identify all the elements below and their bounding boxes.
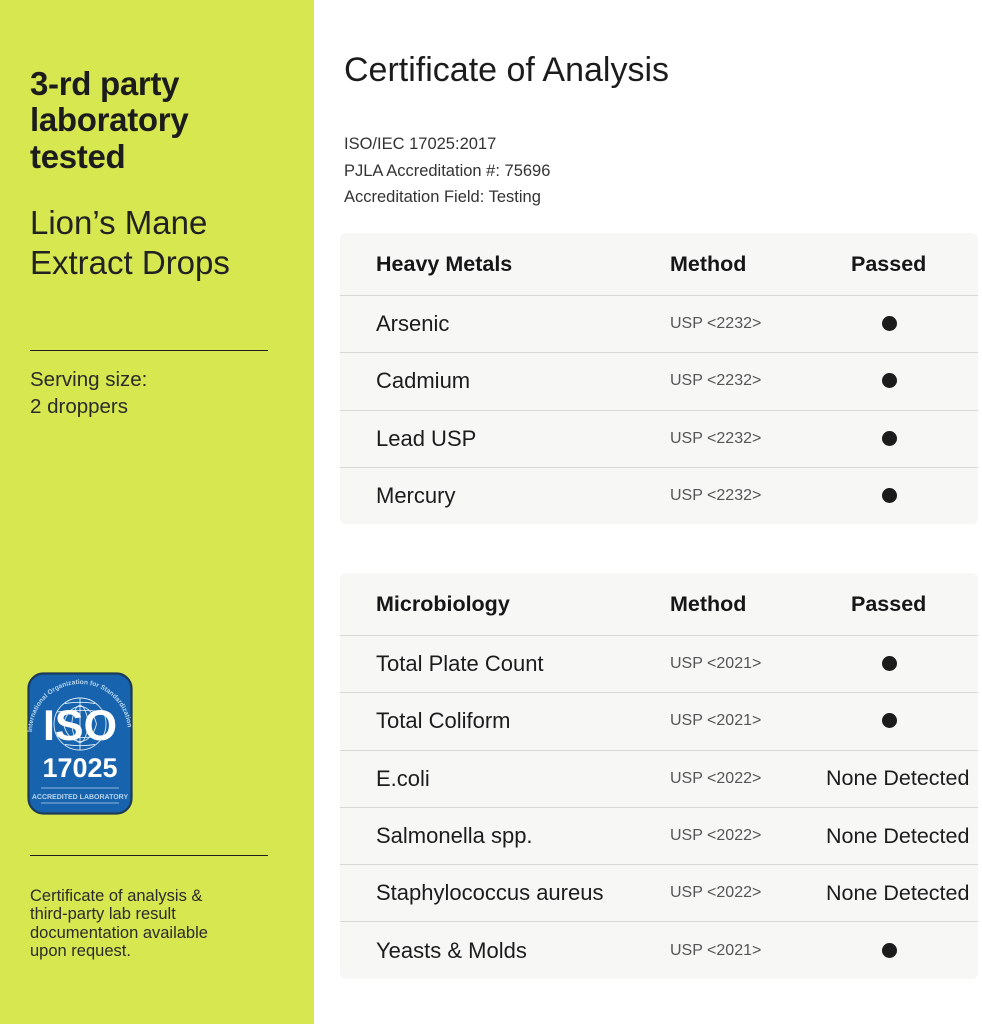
svg-text:17025: 17025	[42, 753, 117, 783]
svg-text:ACCREDITED LABORATORY: ACCREDITED LABORATORY	[32, 794, 129, 801]
svg-text:ISO: ISO	[43, 702, 117, 750]
